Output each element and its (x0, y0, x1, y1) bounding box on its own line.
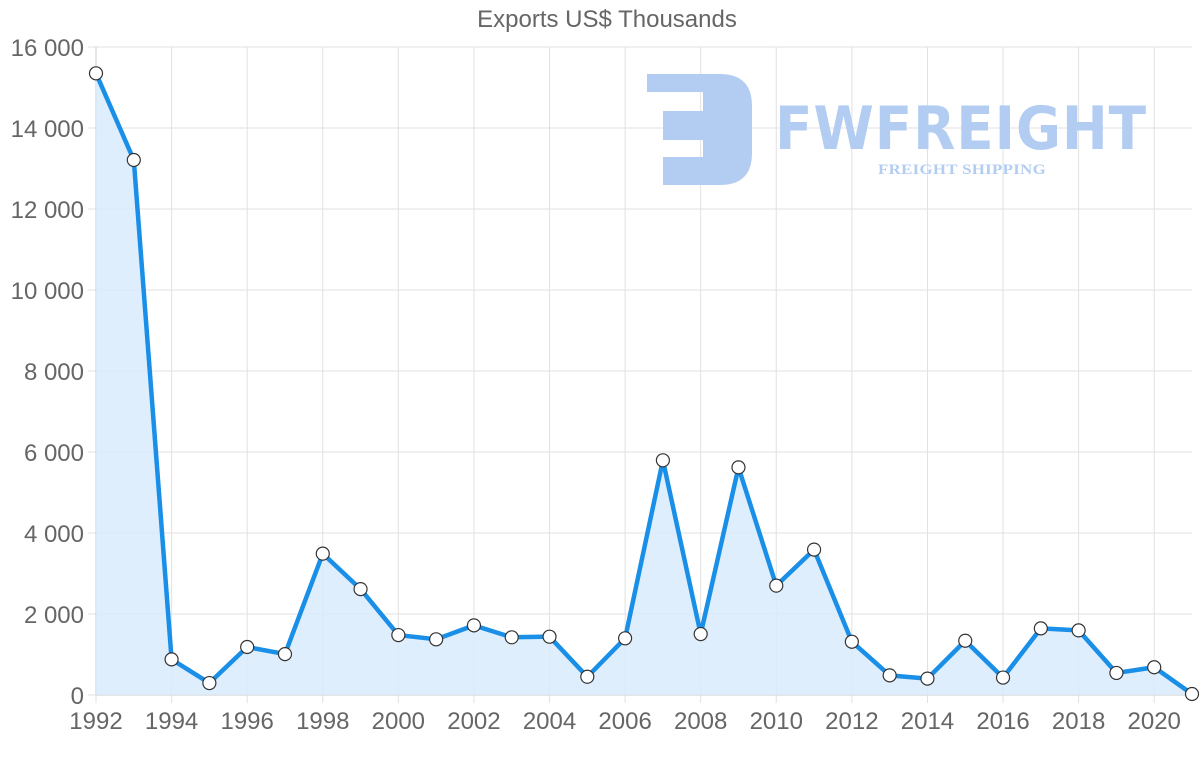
y-tick-label: 10 000 (11, 278, 84, 305)
y-tick-label: 4 000 (24, 521, 84, 548)
y-tick-label: 12 000 (11, 197, 84, 224)
x-tick-label: 1994 (145, 708, 198, 735)
data-point[interactable] (920, 671, 935, 686)
x-tick-label: 2006 (598, 708, 651, 735)
data-point[interactable] (995, 670, 1011, 685)
y-tick-label: 2 000 (24, 602, 84, 629)
data-point[interactable] (731, 460, 746, 475)
x-tick-label: 2002 (447, 708, 500, 735)
y-tick-label: 0 (71, 683, 84, 710)
data-point[interactable] (1033, 621, 1048, 636)
y-tick-label: 14 000 (11, 116, 84, 143)
data-point[interactable] (844, 634, 859, 649)
data-point[interactable] (1109, 665, 1124, 681)
x-tick-label: 2010 (750, 708, 803, 735)
data-point[interactable] (315, 546, 330, 561)
data-point[interactable] (504, 630, 519, 645)
data-point[interactable] (88, 66, 104, 81)
x-tick-label: 1998 (296, 708, 349, 735)
data-point[interactable] (164, 652, 179, 667)
data-point[interactable] (202, 675, 217, 691)
data-point[interactable] (466, 618, 482, 633)
y-tick-label: 6 000 (24, 440, 84, 467)
data-point[interactable] (429, 632, 444, 647)
x-tick-label: 1996 (220, 708, 273, 735)
data-point[interactable] (1147, 660, 1162, 675)
data-point[interactable] (618, 631, 633, 646)
x-tick-label: 2012 (825, 708, 878, 735)
data-point[interactable] (240, 639, 255, 655)
watermark-tagline: FREIGHT SHIPPING (878, 162, 1046, 178)
data-point[interactable] (277, 646, 293, 662)
logo-mark-icon (647, 74, 752, 185)
data-point[interactable] (769, 578, 784, 593)
data-point[interactable] (1071, 623, 1086, 638)
x-tick-label: 2020 (1128, 708, 1181, 735)
x-tick-label: 2008 (674, 708, 727, 735)
x-tick-label: 2018 (1052, 708, 1105, 735)
data-point[interactable] (882, 668, 897, 683)
data-point[interactable] (958, 633, 973, 648)
watermark-brand: FWFREIGHT (775, 94, 1147, 164)
x-tick-label: 2004 (523, 708, 576, 735)
data-point[interactable] (126, 152, 141, 168)
y-tick-label: 16 000 (11, 35, 84, 62)
area-fill (96, 73, 1192, 695)
data-series (88, 66, 1200, 702)
axis-labels: 0 2 000 4 000 6 000 8 000 10 000 12 000 14 000 1… (11, 35, 1181, 735)
x-tick-label: 1992 (69, 708, 122, 735)
data-point[interactable] (542, 629, 557, 644)
x-tick-label: 2016 (976, 708, 1029, 735)
data-point[interactable] (353, 581, 368, 597)
data-point[interactable] (693, 626, 708, 642)
x-tick-label: 2000 (372, 708, 425, 735)
chart-title: Exports US$ Thousands (477, 6, 737, 33)
data-point[interactable] (580, 669, 595, 684)
data-point[interactable] (1184, 686, 1200, 702)
y-tick-label: 8 000 (24, 359, 84, 386)
data-point[interactable] (391, 627, 406, 643)
data-point[interactable] (655, 453, 670, 468)
watermark-logo: FWFREIGHT FREIGHT SHIPPING (647, 74, 1147, 185)
data-point[interactable] (806, 542, 822, 557)
x-tick-label: 2014 (901, 708, 954, 735)
